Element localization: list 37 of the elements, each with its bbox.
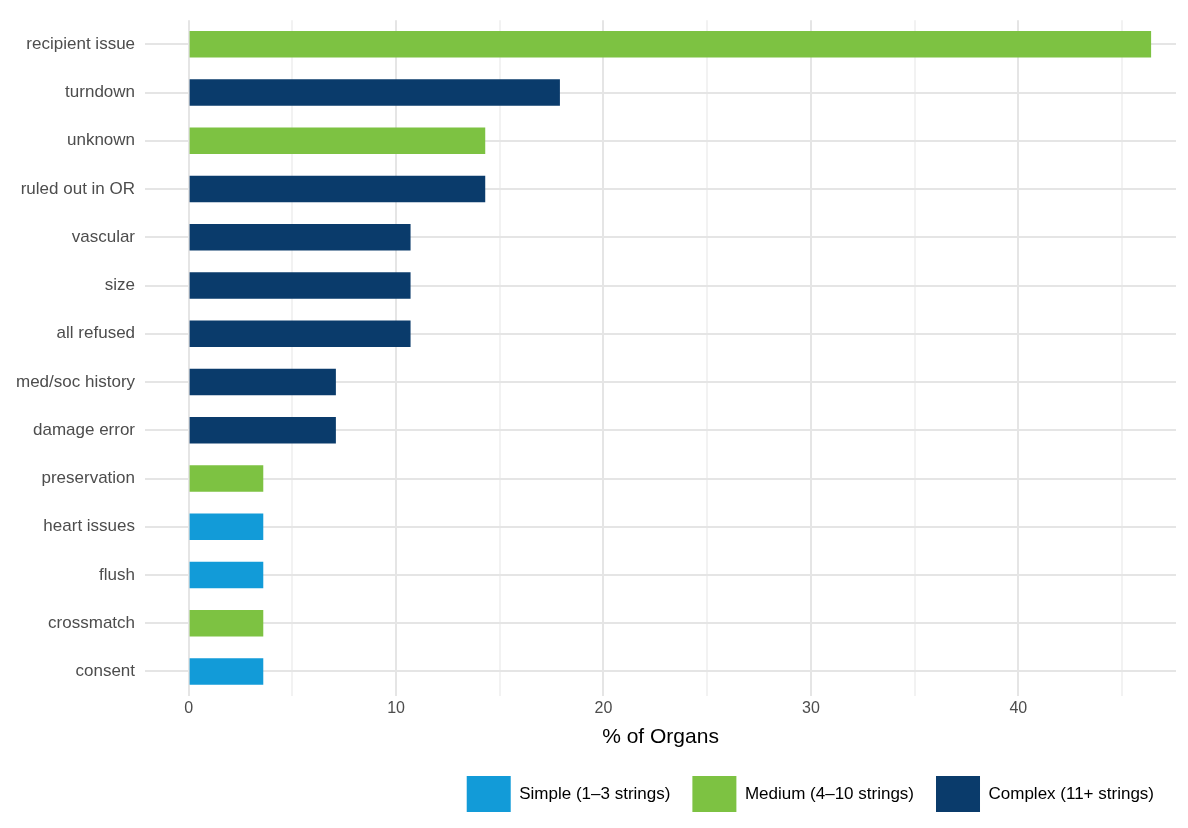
y-tick-label: recipient issue (26, 34, 136, 54)
bar (189, 609, 264, 637)
bar (189, 272, 411, 299)
y-tick-label: damage error (32, 419, 136, 439)
x-axis-title: % of Organs (602, 724, 719, 748)
x-tick-label: 40 (1009, 698, 1028, 716)
legend-label: Complex (11+ strings) (988, 783, 1155, 803)
legend-label: Medium (4–10 strings) (744, 783, 915, 803)
y-tick-label: all refused (56, 323, 136, 343)
y-tick-label: preservation (41, 468, 136, 488)
x-tick-label: 0 (184, 698, 194, 716)
legend-label: Simple (1–3 strings) (519, 783, 671, 803)
x-tick-label: 10 (387, 698, 406, 716)
y-tick-label: crossmatch (48, 612, 136, 632)
bar (189, 320, 411, 348)
x-tick-label: 30 (802, 698, 820, 716)
y-tick-label: turndown (65, 82, 136, 102)
bar (189, 175, 486, 203)
bar (189, 658, 264, 685)
y-tick-label: ruled out in OR (20, 178, 136, 198)
y-tick-label: size (104, 275, 136, 295)
y-tick-label: med/soc history (15, 371, 136, 391)
y-tick-label: flush (99, 564, 136, 584)
y-tick-label: heart issues (43, 516, 136, 536)
bar (189, 79, 560, 106)
bar (189, 417, 336, 444)
bar (189, 31, 1152, 58)
y-tick-label: consent (75, 661, 136, 681)
y-tick-label: unknown (66, 130, 136, 150)
x-tick-label: 20 (594, 698, 613, 716)
bar (189, 465, 264, 492)
bar (189, 513, 264, 541)
bar (189, 561, 264, 589)
bar (189, 368, 336, 396)
bar (189, 127, 486, 155)
y-tick-label: vascular (71, 226, 136, 246)
bar (189, 224, 411, 251)
